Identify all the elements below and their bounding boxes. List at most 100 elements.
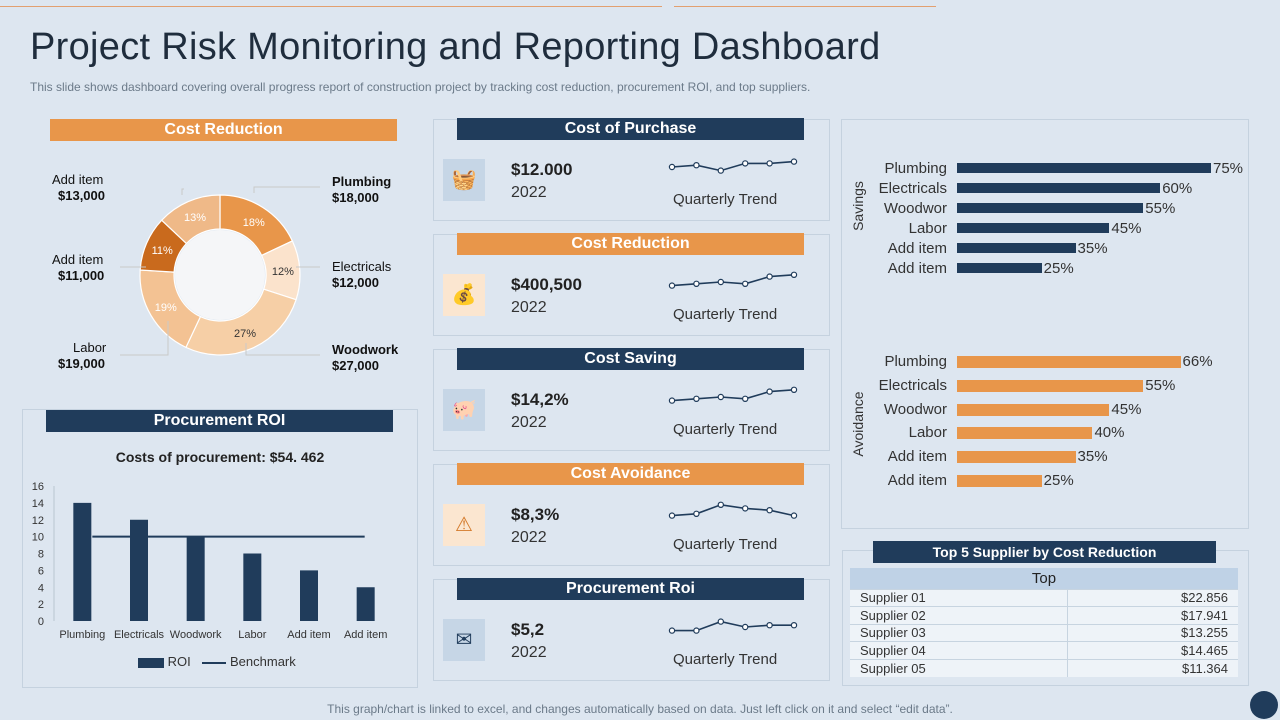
hbar <box>957 403 1110 416</box>
hbar-category-label: Add item <box>887 472 947 489</box>
hbar-category-label: Add item <box>887 240 947 257</box>
sparkline-point <box>790 271 798 278</box>
suppliers-table: Top Supplier 01 $22.856 Supplier 02 $17.… <box>850 568 1238 677</box>
hbar-value-label: 60% <box>1162 180 1193 197</box>
sparkline-point <box>668 282 676 289</box>
footer-note: This graph/chart is linked to excel, and… <box>327 702 953 716</box>
sparkline-line <box>671 503 795 517</box>
sparkline-point <box>790 386 798 393</box>
sparkline-point <box>741 505 749 512</box>
hbar <box>957 427 1093 440</box>
hbar-category-label: Electricals <box>878 180 947 197</box>
sparkline-point <box>717 167 725 174</box>
hbar-category-label: Woodwor <box>883 400 947 418</box>
sparkline-point <box>717 278 725 286</box>
supplier-row: Supplier 02 $17.941 <box>850 606 1238 624</box>
benchmark-legend-label: Benchmark <box>230 654 296 669</box>
sparkline-line <box>671 160 795 172</box>
metric-trend-label: Quarterly Trend <box>673 651 778 668</box>
roi-bar <box>356 587 375 621</box>
metric-year: 2022 <box>511 414 547 431</box>
callout-woodwork-value: $27,000 <box>332 358 379 373</box>
sparkline-point <box>766 273 773 280</box>
sparkline-chart <box>668 618 798 634</box>
metric-trend-label: Quarterly Trend <box>673 306 778 323</box>
metric-value: $5,2 <box>511 620 545 639</box>
metric-card-header: Cost Reduction <box>457 233 804 255</box>
sparkline-line <box>671 389 795 402</box>
sparkline-line <box>672 620 794 632</box>
supplier-row: Supplier 05 $11.364 <box>850 658 1238 677</box>
sparkline-point <box>693 627 700 634</box>
leader-line-woodwork <box>245 343 320 356</box>
sparkline-chart <box>668 501 798 519</box>
sparkline-point <box>766 621 773 629</box>
supplier-value: $13.255 <box>1067 623 1238 642</box>
callout-additem-1-name: Add item <box>52 172 104 187</box>
top-divider-left <box>0 6 662 7</box>
top-divider-right <box>674 6 936 7</box>
roi-bar <box>300 570 318 621</box>
benchmark-legend-swatch <box>202 661 227 664</box>
navigation-dot[interactable] <box>1250 691 1278 719</box>
supplier-name: Supplier 01 <box>850 588 1068 607</box>
donut-slice-label: 18% <box>243 217 265 229</box>
suppliers-header: Top 5 Supplier by Cost Reduction <box>873 541 1216 563</box>
hbar-value-label: 55% <box>1145 200 1176 217</box>
callout-plumbing-name: Plumbing <box>332 174 392 189</box>
suppliers-column-header: Top <box>850 568 1238 589</box>
sparkline-point <box>693 280 700 288</box>
donut-slice-label: 13% <box>184 212 206 224</box>
hbar-category-label: Labor <box>908 220 947 237</box>
hbar <box>957 263 1042 273</box>
supplier-value: $22.856 <box>1067 588 1238 607</box>
metric-year: 2022 <box>511 184 547 201</box>
donut-slice-label: 12% <box>272 266 294 278</box>
hbar-value-label: 45% <box>1111 220 1142 237</box>
donut-slice <box>185 288 297 356</box>
metric-card-header: Cost of Purchase <box>457 118 804 140</box>
metric-year: 2022 <box>511 299 547 316</box>
metric-value: $400,500 <box>511 275 582 294</box>
roi-y-tick: 10 <box>32 532 44 544</box>
roi-legend-label: ROI <box>167 654 191 669</box>
callout-electricals-name: Electricals <box>332 259 392 274</box>
supplier-name: Supplier 04 <box>850 641 1068 659</box>
money-bag-icon: 💰 <box>443 274 485 316</box>
hbar-value-label: 35% <box>1077 448 1108 466</box>
supplier-name: Supplier 02 <box>850 606 1068 624</box>
sparkline-point <box>717 501 725 508</box>
roi-legend-swatch <box>138 657 164 668</box>
hbar-category-label: Electricals <box>878 376 947 394</box>
sparkline-point <box>693 395 700 403</box>
donut-hole <box>175 230 265 320</box>
metric-year: 2022 <box>511 529 547 546</box>
sparkline-chart <box>668 386 798 404</box>
cost-reduction-donut-header: Cost Reduction <box>50 119 397 141</box>
leader-line-plumbing <box>253 186 320 193</box>
sparkline-point <box>717 393 725 401</box>
supplier-row: Supplier 01 $22.856 <box>850 588 1238 607</box>
roi-bar <box>73 502 92 621</box>
roi-y-tick: 0 <box>38 616 44 628</box>
sparkline-point <box>693 510 700 518</box>
roi-bar <box>243 553 262 621</box>
callout-additem-1-value: $13,000 <box>58 188 105 203</box>
hbar <box>957 356 1181 368</box>
roi-x-tick: Labor <box>238 629 266 641</box>
shopping-basket-icon: 🧺 <box>443 159 485 201</box>
supplier-value: $17.941 <box>1067 606 1238 624</box>
hbar-value-label: 45% <box>1111 400 1142 418</box>
roi-y-tick: 16 <box>32 481 44 493</box>
procurement-roi-header: Procurement ROI <box>46 410 393 432</box>
hbar-value-label: 75% <box>1213 160 1244 177</box>
sparkline-chart <box>668 271 798 289</box>
procurement-roi-chart: 0 2 4 6 8 10 12 14 16 Plumbing Electricals Woodwork… <box>32 481 388 641</box>
metric-value: $12.000 <box>511 160 573 179</box>
metric-card-header: Cost Saving <box>457 348 804 370</box>
page-subtitle: This slide shows dashboard covering over… <box>30 80 811 94</box>
hbar-category-label: Plumbing <box>884 160 947 177</box>
hbar-category-label: Plumbing <box>884 353 947 370</box>
sparkline-point <box>790 621 798 629</box>
hbar-category-label: Labor <box>908 424 947 442</box>
